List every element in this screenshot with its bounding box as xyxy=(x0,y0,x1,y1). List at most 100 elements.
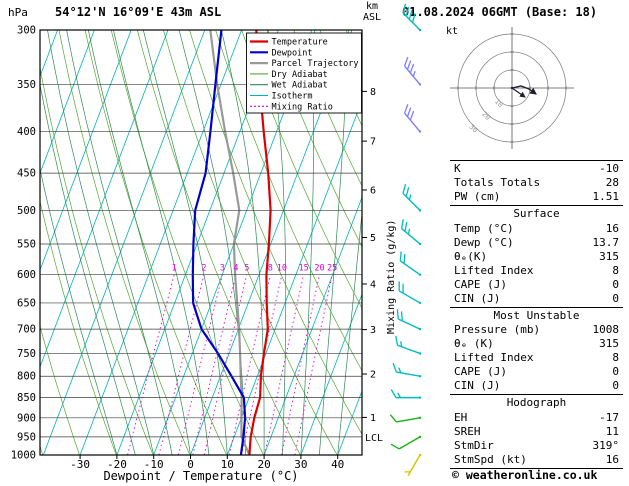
km-tick-label: 2 xyxy=(370,370,376,381)
index-value: 1.51 xyxy=(592,190,620,203)
pressure-tick-label: 500 xyxy=(17,205,36,217)
index-label: CIN (J) xyxy=(454,291,501,305)
index-row: Lifted Index 8 xyxy=(450,351,623,365)
index-row: CAPE (J) 0 xyxy=(450,278,623,292)
mixing-ratio-value-label: 25 xyxy=(327,264,337,274)
legend-item-label: Temperature xyxy=(272,38,328,48)
dry-adiabat-line xyxy=(40,66,154,455)
station-title: 54°12'N 16°09'E 43m ASL xyxy=(55,5,222,19)
index-row: Totals Totals 28 xyxy=(450,176,623,190)
pressure-tick-label: 300 xyxy=(17,25,36,37)
index-row: θₑ (K) 315 xyxy=(450,337,623,351)
mixing-ratio-value-label: 3 xyxy=(220,264,225,274)
km-tick-label: 5 xyxy=(370,233,376,244)
hodograph-trace xyxy=(511,85,537,95)
wet-adiabat-line xyxy=(66,30,173,455)
km-tick-label: 8 xyxy=(370,87,376,98)
index-label: Lifted Index xyxy=(454,263,534,277)
temp-tick-label: 40 xyxy=(331,458,344,471)
temp-tick-label: 10 xyxy=(221,458,234,471)
index-row: θₑ(K) 315 xyxy=(450,250,623,264)
chart-lines xyxy=(40,30,362,455)
temp-tick-label: 20 xyxy=(257,458,270,471)
legend-item-label: Parcel Trajectory xyxy=(272,59,359,69)
altitude-axis-unit-km: km xyxy=(366,1,379,12)
panel-section: Surface Temp (°C) 16 Dewp (°C) 13.7 θₑ(K) 315 L… xyxy=(450,205,623,307)
isotherm-line xyxy=(42,30,206,455)
index-row: EH -17 xyxy=(450,411,623,425)
mixing-ratio-line xyxy=(158,274,205,455)
wet-adiabat-line xyxy=(87,30,191,455)
pressure-tick-label: 550 xyxy=(17,238,36,250)
pressure-tick-label: 600 xyxy=(17,269,36,281)
mixing-ratio-line xyxy=(264,274,305,455)
index-row: PW (cm) 1.51 xyxy=(450,190,623,204)
skewt-diagram: 3003504004505005506006507007508008509009… xyxy=(11,3,422,477)
index-value: 28 xyxy=(605,176,619,189)
index-row: SREH 11 xyxy=(450,425,623,439)
index-value: 0 xyxy=(612,291,619,305)
wind-barb xyxy=(389,414,422,423)
mixing-ratio-value-label: 4 xyxy=(233,264,238,274)
legend-box xyxy=(246,32,362,114)
index-label: CAPE (J) xyxy=(454,365,507,378)
index-row: Temp (°C) 16 xyxy=(450,222,623,236)
panel-section: K -10 Totals Totals 28 PW (cm) 1.51 xyxy=(450,160,623,205)
mixing-ratio-value-label: 5 xyxy=(244,264,249,274)
pressure-tick-label: 450 xyxy=(17,168,36,180)
index-label: PW (cm) xyxy=(454,190,501,203)
temp-tick-label: -20 xyxy=(107,458,127,471)
index-value: 8 xyxy=(612,263,619,277)
pressure-tick-label: 800 xyxy=(17,371,36,383)
wind-barb xyxy=(402,3,422,32)
index-row: K -10 xyxy=(450,162,623,176)
hodograph-ring-label: 30 xyxy=(467,123,479,135)
wind-barb xyxy=(402,184,422,212)
index-value: -10 xyxy=(599,162,619,175)
panel-section-title: Surface xyxy=(513,207,560,220)
pressure-axis-unit: hPa xyxy=(8,6,28,19)
x-axis-label: Dewpoint / Temperature (°C) xyxy=(103,469,299,483)
index-row: CIN (J) 0 xyxy=(450,379,623,393)
index-label: K xyxy=(454,162,461,175)
parcel-trajectory-line xyxy=(209,30,251,455)
legend-item-label: Dry Adiabat xyxy=(272,70,328,80)
legend-item-label: Mixing Ratio xyxy=(272,102,333,112)
pressure-tick-label: 700 xyxy=(17,324,36,336)
wind-barb xyxy=(390,435,422,450)
pressure-tick-label: 1000 xyxy=(11,450,36,462)
index-label: CAPE (J) xyxy=(454,277,507,291)
pressure-tick-label: 400 xyxy=(17,126,36,138)
hodograph-ring-label: 20 xyxy=(480,110,492,122)
index-label: θₑ (K) xyxy=(454,337,494,350)
index-label: Lifted Index xyxy=(454,351,534,364)
index-label: StmDir xyxy=(454,438,494,452)
wind-barb xyxy=(404,453,422,477)
index-label: θₑ(K) xyxy=(454,249,488,263)
wind-barb xyxy=(396,309,422,331)
dry-adiabat-line xyxy=(84,30,228,455)
hodograph-unit-label: kt xyxy=(446,26,459,37)
wind-barb xyxy=(399,251,422,276)
dry-adiabat-line xyxy=(267,30,362,248)
panel-section: Hodograph EH -17 SREH 11 StmDir 319° StmSpd (kt… xyxy=(450,394,623,468)
chart-border xyxy=(39,29,363,456)
km-tick-label: 7 xyxy=(370,137,376,148)
hodograph-origin-dot xyxy=(510,86,514,90)
index-label: EH xyxy=(454,410,468,424)
index-label: CIN (J) xyxy=(454,379,501,392)
temp-tick-label: 30 xyxy=(294,458,307,471)
pressure-tick-label: 950 xyxy=(17,431,36,443)
legend-item-label: Dewpoint xyxy=(272,48,313,58)
mixing-ratio-value-label: 10 xyxy=(277,264,287,274)
wind-barb xyxy=(403,56,422,86)
index-row: StmDir 319° xyxy=(450,439,623,453)
wind-barb xyxy=(403,104,422,133)
index-value: 13.7 xyxy=(592,235,620,249)
hodograph-ring-label: 10 xyxy=(493,98,505,110)
lcl-label: LCL xyxy=(365,433,384,444)
index-label: Pressure (mb) xyxy=(454,323,541,336)
wind-barb xyxy=(395,335,422,355)
